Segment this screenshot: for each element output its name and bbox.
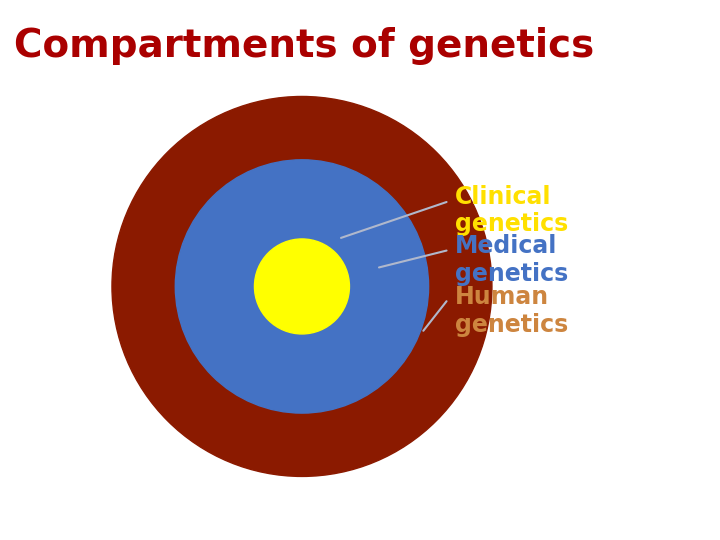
Text: Clinical
genetics: Clinical genetics xyxy=(455,185,568,237)
Text: Human
genetics: Human genetics xyxy=(455,285,568,336)
Circle shape xyxy=(112,97,492,476)
Text: Medical
genetics: Medical genetics xyxy=(455,234,568,286)
Text: Compartments of genetics: Compartments of genetics xyxy=(14,27,595,65)
Circle shape xyxy=(254,239,349,334)
Circle shape xyxy=(175,160,428,413)
